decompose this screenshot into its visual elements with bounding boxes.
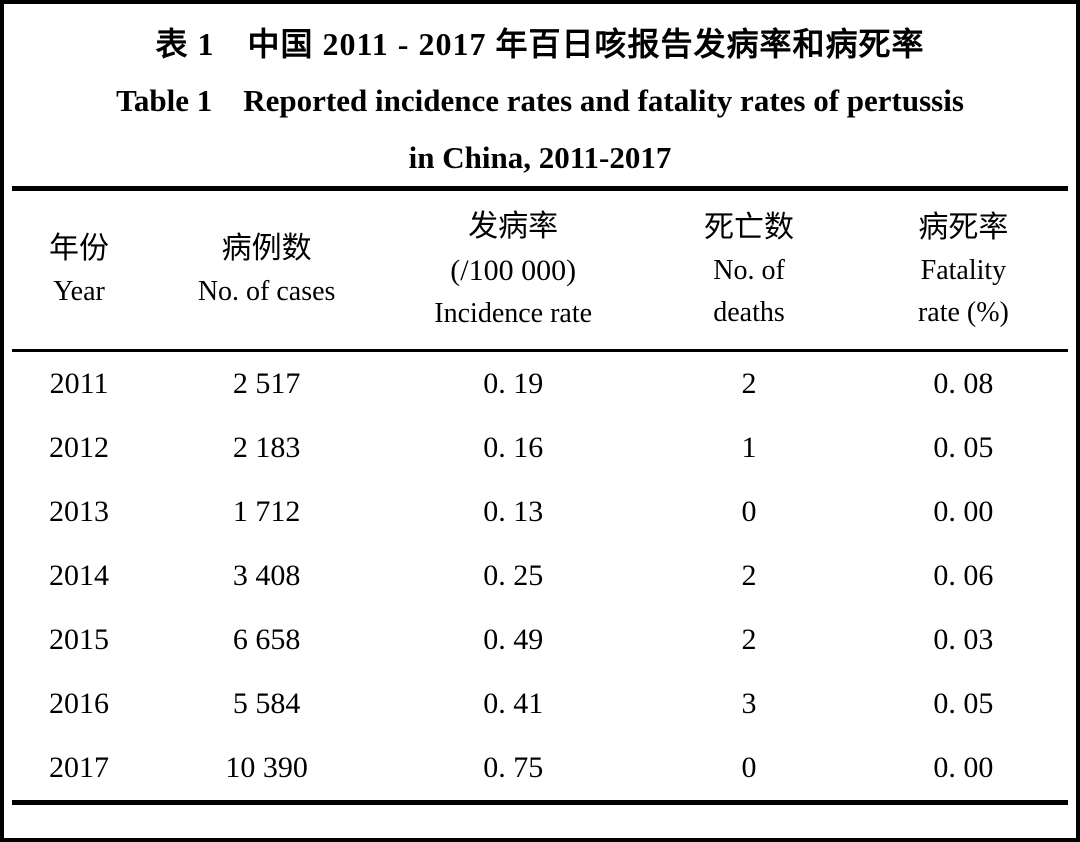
table-title-block: 表 1 中国 2011 - 2017 年百日咳报告发病率和病死率 Table 1… <box>4 4 1076 186</box>
cell-year: 2012 <box>49 431 110 464</box>
table-header-rule <box>12 349 1068 352</box>
header-cases-en: No. of cases <box>197 276 336 307</box>
cell-year: 2016 <box>49 687 110 720</box>
header-fatality-en-line2: rate (%) <box>917 297 1009 328</box>
header-year-zh: 年份 <box>49 232 110 265</box>
cell-cases: 5 584 <box>232 687 301 720</box>
cell-fatality: 0. 05 <box>933 431 994 464</box>
cell-cases: 2 183 <box>232 431 301 464</box>
table-top-rule <box>12 186 1068 191</box>
cell-cases: 6 658 <box>232 623 301 656</box>
cell-incidence: 0. 49 <box>483 623 544 656</box>
header-fatality-en-line1: Fatality <box>920 255 1007 286</box>
header-deaths-en-line1: No. of <box>713 255 785 286</box>
table-row: 2014 3 408 0. 25 2 0. 06 <box>4 544 1076 608</box>
cell-deaths: 0 <box>741 751 757 784</box>
cell-deaths: 2 <box>741 367 757 400</box>
cell-year: 2013 <box>49 495 110 528</box>
cell-incidence: 0. 19 <box>483 367 544 400</box>
cell-fatality: 0. 05 <box>933 687 994 720</box>
header-incidence: 发病率 (/100 000) Incidence rate <box>379 191 647 349</box>
cell-deaths: 3 <box>741 687 757 720</box>
cell-incidence: 0. 25 <box>483 559 544 592</box>
header-fatality: 病死率 Fatality rate (%) <box>851 191 1076 349</box>
cell-fatality: 0. 03 <box>933 623 994 656</box>
cell-fatality: 0. 00 <box>933 495 994 528</box>
cell-fatality: 0. 06 <box>933 559 994 592</box>
header-year-en: Year <box>53 276 105 307</box>
cell-cases: 3 408 <box>232 559 301 592</box>
table-header-row: 年份 Year 病例数 No. of cases 发病率 (/100 000) … <box>4 191 1076 349</box>
cell-deaths: 2 <box>741 559 757 592</box>
cell-deaths: 2 <box>741 623 757 656</box>
cell-deaths: 1 <box>741 431 757 464</box>
cell-fatality: 0. 08 <box>933 367 994 400</box>
header-deaths-zh: 死亡数 <box>704 211 795 244</box>
cell-incidence: 0. 16 <box>483 431 544 464</box>
table-row: 2012 2 183 0. 16 1 0. 05 <box>4 416 1076 480</box>
header-cases-zh: 病例数 <box>221 232 312 265</box>
header-cases: 病例数 No. of cases <box>154 191 379 349</box>
cell-year: 2015 <box>49 623 110 656</box>
table-row: 2013 1 712 0. 13 0 0. 00 <box>4 480 1076 544</box>
cell-cases: 2 517 <box>232 367 301 400</box>
table-title-zh: 表 1 中国 2011 - 2017 年百日咳报告发病率和病死率 <box>155 26 925 63</box>
table-row: 2011 2 517 0. 19 2 0. 08 <box>4 352 1076 416</box>
cell-incidence: 0. 75 <box>483 751 544 784</box>
table-title-en-line2: in China, 2011-2017 <box>408 139 672 175</box>
cell-incidence: 0. 41 <box>483 687 544 720</box>
table-row: 2015 6 658 0. 49 2 0. 03 <box>4 608 1076 672</box>
header-deaths: 死亡数 No. of deaths <box>647 191 851 349</box>
table-row: 2016 5 584 0. 41 3 0. 05 <box>4 672 1076 736</box>
header-year: 年份 Year <box>4 191 154 349</box>
table-title-en-line1: Table 1 Reported incidence rates and fat… <box>116 82 964 118</box>
cell-incidence: 0. 13 <box>483 495 544 528</box>
cell-year: 2011 <box>49 367 109 400</box>
cell-fatality: 0. 00 <box>933 751 994 784</box>
cell-year: 2014 <box>49 559 110 592</box>
header-incidence-denominator: (/100 000) <box>450 254 577 287</box>
table-row: 2017 10 390 0. 75 0 0. 00 <box>4 736 1076 800</box>
cell-deaths: 0 <box>741 495 757 528</box>
cell-year: 2017 <box>49 751 110 784</box>
header-incidence-en: Incidence rate <box>434 298 593 329</box>
table-body: 2011 2 517 0. 19 2 0. 08 2012 2 183 0. 1… <box>4 352 1076 800</box>
header-incidence-zh: 发病率 <box>468 210 559 243</box>
header-deaths-en-line2: deaths <box>713 297 785 328</box>
cell-cases: 1 712 <box>232 495 301 528</box>
header-fatality-zh: 病死率 <box>918 211 1009 244</box>
cell-cases: 10 390 <box>225 751 308 784</box>
table-bottom-rule <box>12 800 1068 805</box>
